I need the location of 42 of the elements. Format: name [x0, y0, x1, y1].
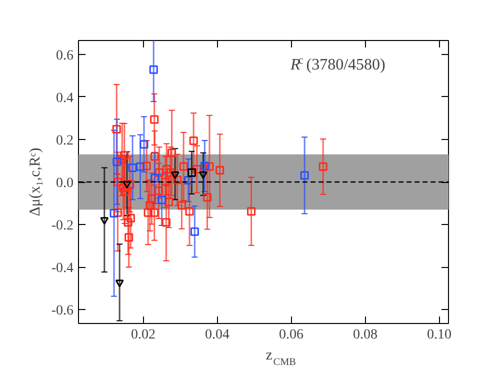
point — [110, 209, 118, 218]
point — [144, 208, 152, 217]
point — [146, 201, 154, 210]
point — [247, 207, 256, 216]
point — [149, 65, 158, 74]
point — [100, 217, 109, 225]
x-tick-label: 0.06 — [279, 328, 304, 342]
y-tick-label: 0.2 — [56, 133, 74, 148]
point — [136, 162, 145, 171]
point — [198, 171, 208, 179]
point — [115, 280, 124, 288]
point — [128, 163, 137, 172]
point — [173, 176, 182, 184]
point — [150, 208, 159, 217]
point — [162, 164, 171, 174]
point — [192, 164, 202, 174]
point — [124, 218, 132, 227]
y-tick-label: -0.4 — [51, 261, 74, 276]
point — [113, 178, 122, 186]
x-tick-label: 0.08 — [353, 328, 378, 342]
point — [170, 171, 180, 179]
x-tick-label: 0.04 — [205, 328, 230, 342]
point — [179, 162, 188, 171]
y-tick-label: -0.6 — [51, 304, 74, 319]
point — [216, 166, 224, 175]
y-tick-label: -0.2 — [51, 218, 74, 234]
point — [126, 214, 135, 222]
point — [190, 227, 199, 236]
x-tick-label: 0.02 — [131, 328, 156, 342]
y-tick-label: 0.6 — [56, 48, 74, 64]
point — [112, 158, 122, 166]
point — [124, 233, 134, 242]
point — [154, 186, 164, 196]
y-tick-label: 0.0 — [56, 176, 74, 191]
point — [318, 162, 328, 171]
point — [185, 207, 194, 216]
point — [189, 136, 198, 145]
point — [150, 115, 159, 124]
point — [300, 171, 309, 180]
y-tick-label: 0.4 — [56, 90, 74, 106]
y-axis-title: Δμ(x₁,c,Rᶜ) — [27, 148, 44, 216]
x-tick-label: 0.10 — [427, 328, 452, 342]
